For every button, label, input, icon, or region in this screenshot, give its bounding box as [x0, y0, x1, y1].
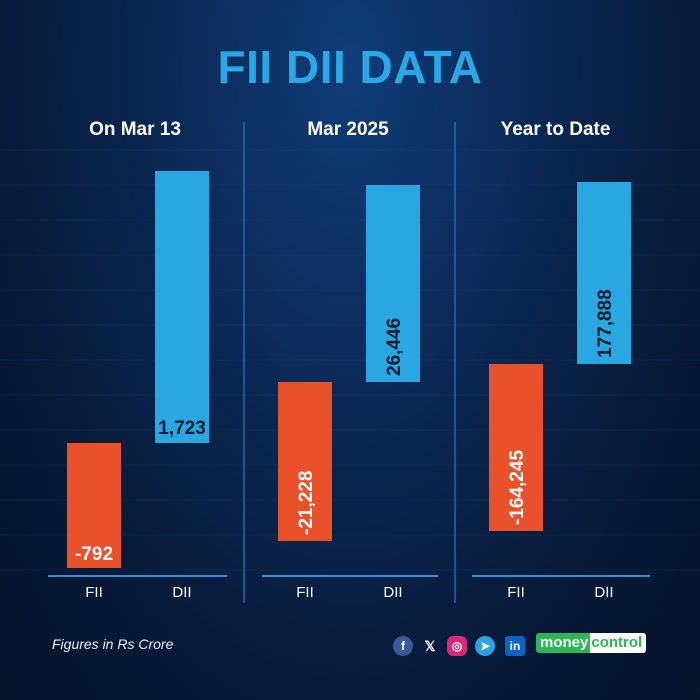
category-label-fii: FII [296, 584, 314, 601]
value-label-fii: -164,245 [507, 450, 528, 525]
value-label-dii: 26,446 [384, 318, 405, 376]
panel-title-year-to-date: Year to Date [500, 119, 611, 140]
category-label-dii: DII [383, 584, 402, 601]
category-label-dii: DII [172, 584, 191, 601]
category-label-dii: DII [594, 584, 613, 601]
logo-part-control: control [590, 633, 647, 653]
x-icon[interactable]: 𝕏 [424, 638, 436, 654]
facebook-icon[interactable]: f [393, 636, 413, 656]
category-label-fii: FII [85, 584, 103, 601]
bar-dii [366, 185, 420, 382]
value-label-dii: 177,888 [595, 289, 616, 358]
value-label-fii: -792 [75, 544, 113, 565]
bar-fii [67, 443, 121, 568]
value-label-dii: 1,723 [158, 418, 206, 439]
telegram-icon[interactable]: ➤ [475, 636, 495, 656]
footnote: Figures in Rs Crore [52, 636, 174, 652]
instagram-icon[interactable]: ◎ [447, 636, 467, 656]
value-label-fii: -21,228 [296, 471, 317, 535]
bar-fii [489, 364, 543, 531]
page-title: FII DII DATA [217, 41, 483, 93]
logo-part-money: money [536, 633, 591, 653]
bar-dii [577, 182, 631, 364]
linkedin-icon[interactable]: in [505, 636, 525, 656]
panel-title-mar-13: On Mar 13 [89, 119, 181, 140]
panel-title-mar-2025: Mar 2025 [307, 119, 389, 140]
bar-dii [155, 171, 209, 443]
moneycontrol-logo[interactable]: money control [536, 633, 647, 653]
bar-fii [278, 382, 332, 541]
category-label-fii: FII [507, 584, 525, 601]
